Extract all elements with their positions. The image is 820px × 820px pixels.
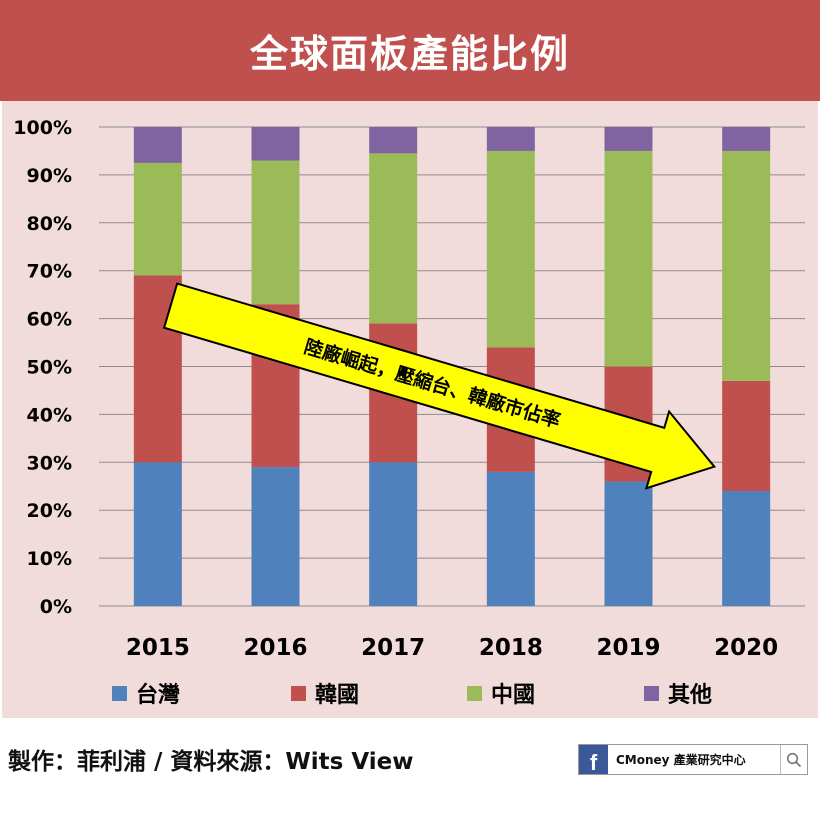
bar-segment-2019-台灣[interactable] (604, 481, 653, 606)
x-category-label: 2015 (126, 635, 190, 661)
bar-segment-2020-中國[interactable] (722, 150, 771, 381)
bar-segment-2019-其他[interactable] (604, 127, 653, 151)
y-tick-label: 50% (27, 357, 72, 379)
search-icon[interactable] (780, 745, 807, 774)
bar-segment-2018-台灣[interactable] (486, 471, 535, 606)
fb-letter: f (589, 750, 598, 775)
legend-swatch (467, 686, 482, 701)
bar-segment-2016-中國[interactable] (251, 160, 300, 305)
legend-label: 中國 (491, 683, 535, 708)
y-tick-label: 0% (40, 596, 72, 618)
y-tick-label: 70% (27, 261, 72, 283)
bar-segment-2015-中國[interactable] (133, 162, 182, 276)
y-tick-label: 30% (27, 452, 72, 474)
legend-label: 其他 (668, 683, 712, 708)
x-category-label: 2019 (596, 635, 660, 661)
bar-segment-2018-其他[interactable] (486, 127, 535, 151)
arrow-shape (162, 282, 717, 490)
stacked-bar-chart: 0% 10% 20% 30% 40% 50% 60% 70% 80% 90% 100% 2015 201… (13, 117, 805, 708)
bar-segment-2015-台灣[interactable] (133, 462, 182, 606)
bar-segment-2020-韓國[interactable] (722, 380, 771, 492)
legend-swatch (644, 686, 659, 701)
bar-segment-2020-台灣[interactable] (722, 491, 771, 606)
y-tick-label: 90% (27, 165, 72, 187)
legend-label: 韓國 (315, 682, 359, 708)
bar-segment-2018-中國[interactable] (486, 150, 535, 348)
x-category-label: 2020 (714, 635, 778, 661)
bar-segment-2016-其他[interactable] (251, 127, 300, 161)
brand-name: CMoney 產業研究中心 (616, 753, 746, 767)
y-tick-label: 80% (27, 213, 72, 235)
cmoney-badge[interactable]: f CMoney 產業研究中心 (578, 744, 808, 775)
bar-segment-2017-台灣[interactable] (369, 462, 418, 606)
page-title: 全球面板產能比例 (249, 32, 570, 76)
legend-label: 台灣 (136, 682, 180, 708)
y-tick-label: 40% (27, 404, 72, 426)
legend-swatch (291, 686, 306, 701)
bar-segment-2019-中國[interactable] (604, 150, 653, 367)
legend-swatch (112, 686, 127, 701)
facebook-icon[interactable]: f (579, 745, 608, 774)
y-tick-label: 60% (27, 309, 72, 331)
bar-segment-2016-台灣[interactable] (251, 467, 300, 606)
y-tick-label: 10% (27, 548, 72, 570)
x-category-label: 2016 (243, 635, 307, 661)
title-bar: 全球面板產能比例 (0, 0, 820, 101)
y-tick-label: 20% (27, 500, 72, 522)
x-category-label: 2017 (361, 635, 425, 661)
bar-segment-2015-其他[interactable] (133, 127, 182, 163)
bar-segment-2017-中國[interactable] (369, 153, 418, 324)
source-credit: 製作：菲利浦 / 資料來源：Wits View (8, 749, 414, 775)
y-tick-label: 100% (13, 117, 72, 139)
chart-area: 0% 10% 20% 30% 40% 50% 60% 70% 80% 90% 100% 2015 201… (2, 101, 818, 718)
bar-segment-2020-其他[interactable] (722, 127, 771, 151)
x-category-label: 2018 (479, 635, 543, 661)
bar-segment-2017-其他[interactable] (369, 127, 418, 154)
